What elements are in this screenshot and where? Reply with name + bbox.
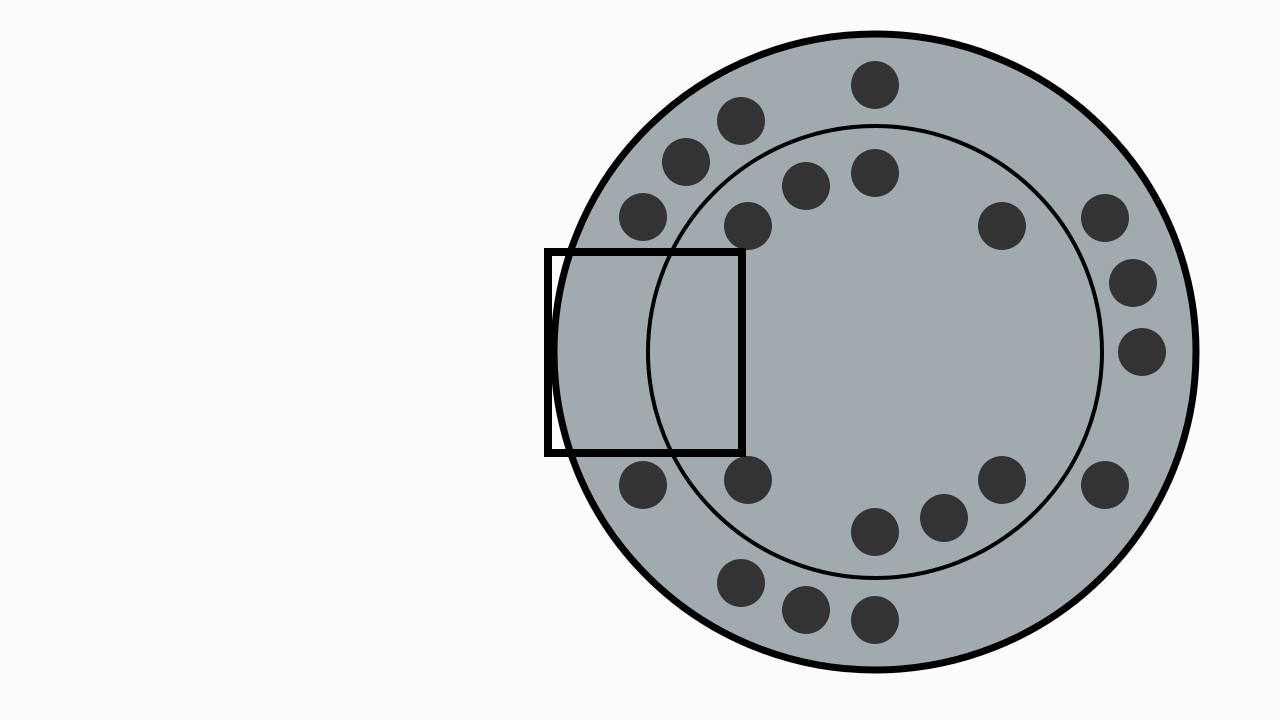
outer-disc — [550, 30, 1200, 674]
outer-ring-dot — [1081, 461, 1129, 509]
outer-ring-dot — [619, 461, 667, 509]
outer-ring-dot — [1118, 328, 1166, 376]
inner-ring-dot — [920, 494, 968, 542]
outer-ring-dot — [662, 138, 710, 186]
outer-ring-dot — [1109, 259, 1157, 307]
inner-ring-dot — [724, 202, 772, 250]
inner-ring-dot — [851, 149, 899, 197]
inner-ring-dot — [724, 456, 772, 504]
inner-ring — [646, 124, 1104, 580]
outer-ring-dot — [717, 97, 765, 145]
outer-ring-dot — [851, 61, 899, 109]
selection-box[interactable] — [544, 248, 746, 457]
inner-ring-dot — [978, 202, 1026, 250]
outer-ring-dot — [1081, 194, 1129, 242]
outer-ring-dot — [782, 586, 830, 634]
inner-ring-dot — [978, 456, 1026, 504]
inner-ring-dot — [782, 162, 830, 210]
dots-layer — [619, 61, 1166, 644]
outer-ring-dot — [851, 596, 899, 644]
outer-ring-dot — [717, 559, 765, 607]
outer-ring-dot — [619, 193, 667, 241]
inner-ring-dot — [851, 508, 899, 556]
